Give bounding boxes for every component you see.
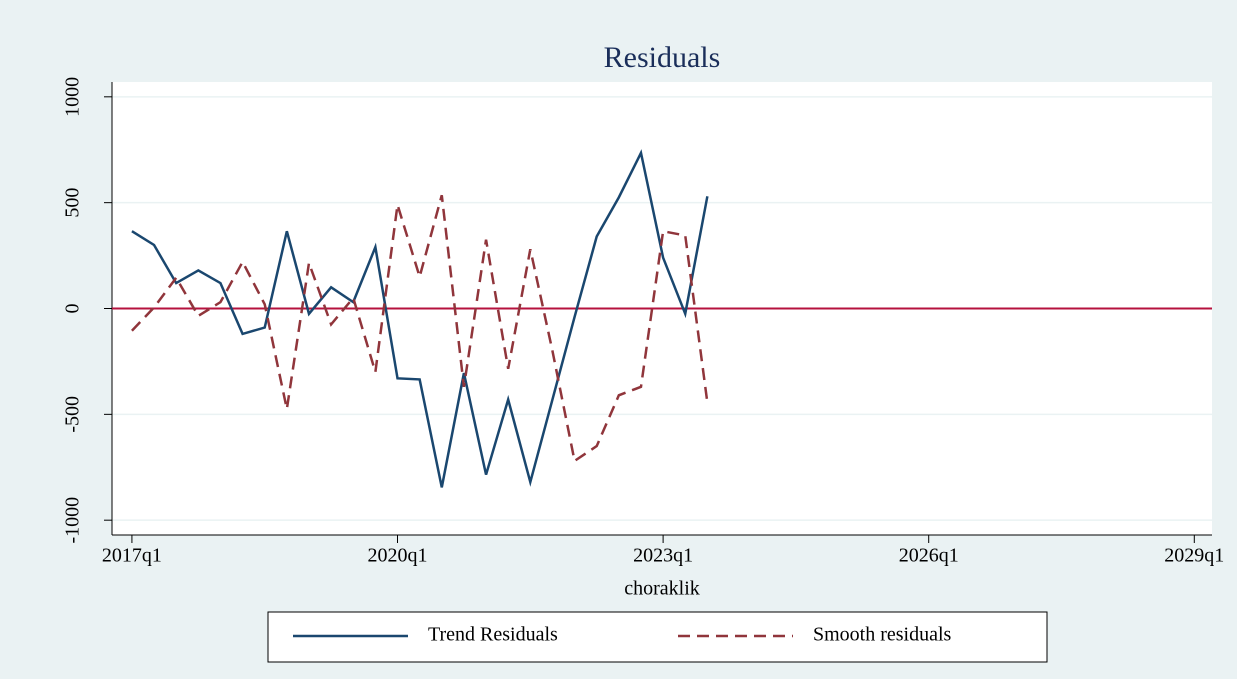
x-tick-label: 2026q1 [899, 545, 959, 567]
legend-label: Smooth residuals [813, 624, 952, 646]
x-tick-label: 2029q1 [1164, 545, 1224, 567]
series-line [131, 149, 709, 488]
legend-label: Trend Residuals [428, 624, 558, 646]
x-tick-label: 2023q1 [633, 545, 693, 567]
y-tick-label: -1000 [62, 497, 84, 544]
series-line [131, 194, 709, 463]
x-tick-label: 2020q1 [368, 545, 428, 567]
x-tick-label: 2017q1 [102, 545, 162, 567]
chart-title: Residuals [604, 41, 721, 74]
x-axis-label: choraklik [624, 578, 700, 600]
y-tick-label: -500 [62, 396, 84, 433]
y-tick-label: 1000 [62, 77, 84, 117]
y-tick-label: 0 [62, 304, 84, 314]
y-tick-label: 500 [62, 188, 84, 218]
